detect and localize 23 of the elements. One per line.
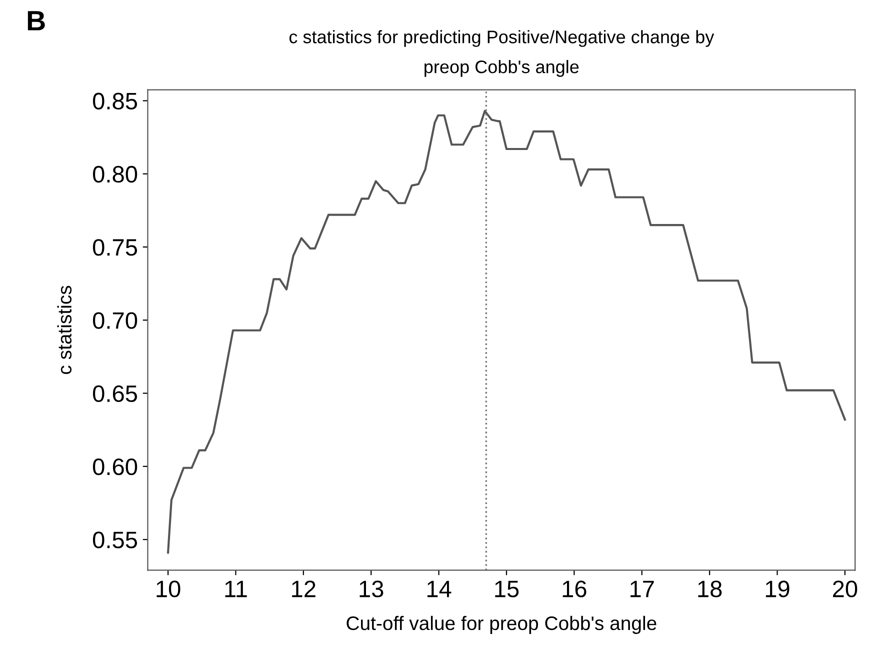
line-series — [166, 110, 846, 554]
x-tick-label: 18 — [698, 580, 722, 598]
x-tick-label: 19 — [766, 580, 790, 598]
y-tick-label: 0.60 — [92, 458, 138, 476]
y-tick-label: 0.75 — [92, 239, 138, 256]
y-tick-label: 0.85 — [92, 92, 138, 110]
y-tick-label: 0.55 — [92, 532, 138, 548]
x-tick-label: 10 — [156, 580, 180, 598]
x-tick-label: 15 — [495, 580, 519, 598]
x-tick-label: 20 — [833, 580, 858, 598]
y-tick-label: 0.80 — [92, 166, 138, 183]
x-tick-label: 16 — [562, 580, 586, 598]
x-tick-label: 13 — [360, 580, 384, 598]
x-axis-title: Cut-off value for preop Cobb's angle — [346, 616, 656, 634]
x-tick-label: 14 — [427, 580, 452, 598]
y-tick-label: 0.70 — [92, 312, 138, 329]
x-tick-label: 17 — [630, 580, 654, 598]
chart-title: c statistics for predicting Positive/Negative change by preop Cobb's angle — [289, 30, 714, 77]
text: B — [28, 11, 45, 30]
x-tick-label: 11 — [225, 580, 247, 598]
y-tick-label: 0.65 — [92, 385, 138, 402]
x-tick-label: 12 — [292, 580, 316, 598]
y-axis-title: c statistics — [57, 286, 72, 374]
